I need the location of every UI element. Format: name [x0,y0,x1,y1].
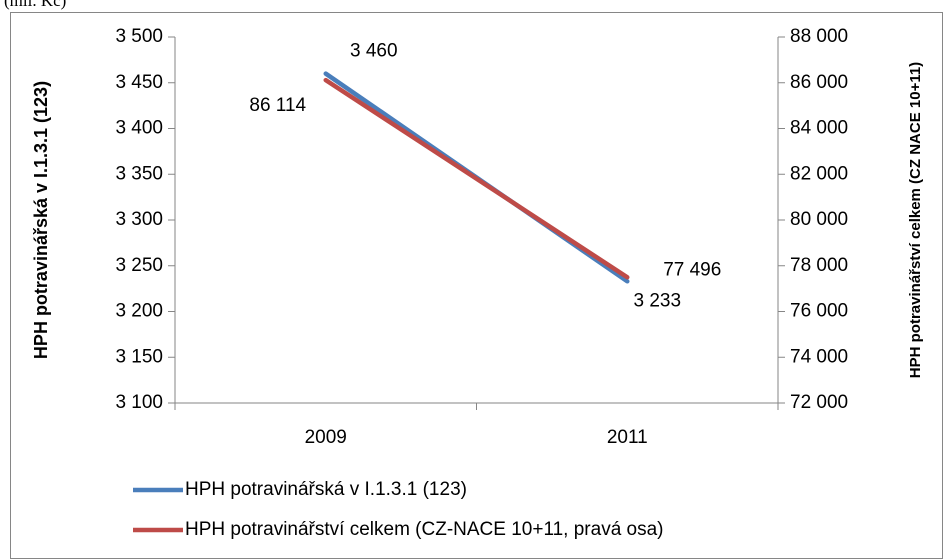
y2-tick-label: 80 000 [790,209,848,230]
data-label: 86 114 [249,95,306,116]
y-tick-label: 3 350 [115,163,163,184]
y2-tick-label: 84 000 [790,118,848,139]
y-tick-label: 3 200 [115,301,163,322]
data-label: 3 460 [350,41,398,62]
y-tick-label: 3 500 [115,26,163,47]
data-label: 3 233 [633,290,681,311]
line-series [323,77,630,280]
y2-tick-label: 88 000 [790,26,848,47]
y-tick-label: 3 100 [115,392,163,413]
y-axis-title: HPH potravinářská v I.1.3.1 (123) [31,81,51,359]
y2-tick-label: 86 000 [790,72,848,93]
y2-tick-label: 82 000 [790,163,848,184]
y2-tick-label: 74 000 [790,346,848,367]
x-tick-label: 2009 [305,427,347,448]
y-tick-label: 3 400 [115,118,163,139]
legend-label: HPH potravinářství celkem (CZ-NACE 10+11… [185,519,664,540]
subtitle: (mil. Kč) [4,0,66,10]
y2-tick-label: 76 000 [790,301,848,322]
y-tick-label: 3 150 [115,346,163,367]
y-tick-label: 3 450 [115,72,163,93]
y2-axis-title: HPH potravinářství celkem (CZ NACE 10+11… [907,62,924,378]
y-tick-label: 3 300 [115,209,163,230]
legend-label: HPH potravinářská v I.1.3.1 (123) [185,479,467,500]
x-tick-label: 2011 [607,427,648,448]
data-label: 77 496 [663,259,721,280]
y-tick-label: 3 250 [115,255,163,276]
y2-tick-label: 78 000 [790,255,848,276]
y2-tick-label: 72 000 [790,392,848,413]
chart-frame [10,12,943,559]
